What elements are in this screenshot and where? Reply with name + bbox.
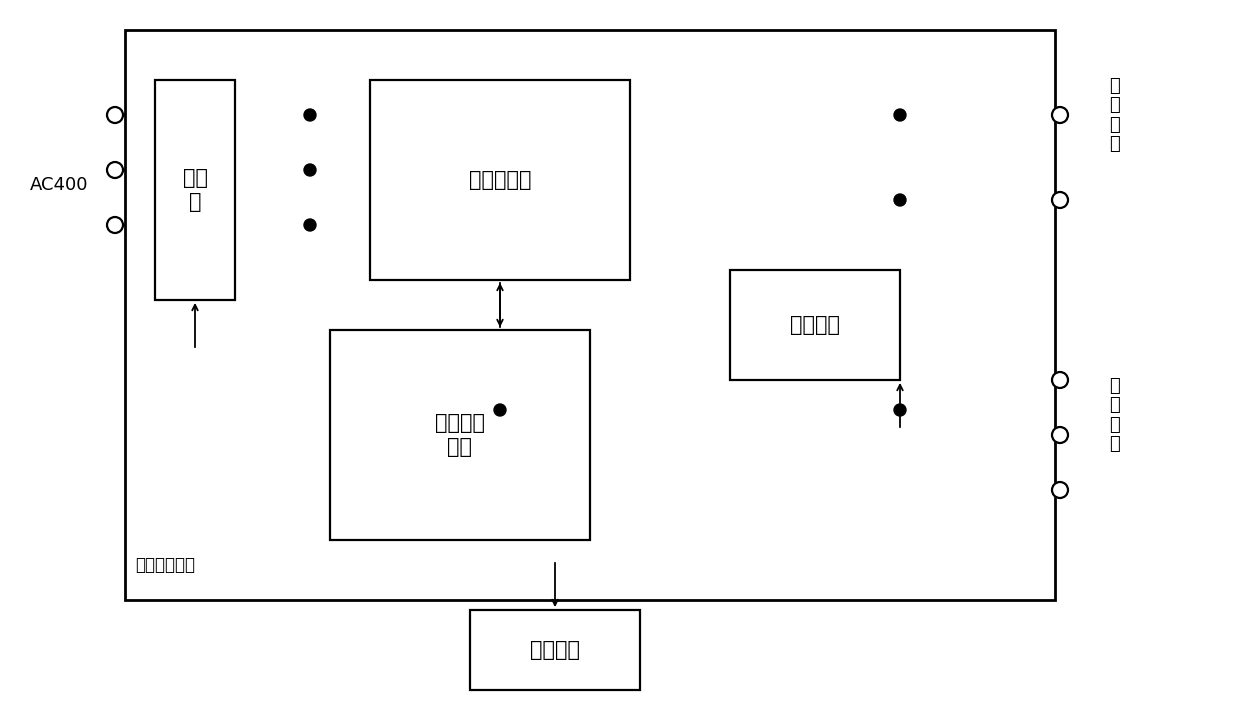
- Circle shape: [1052, 372, 1068, 388]
- Circle shape: [304, 219, 316, 231]
- Text: 辅助驱动装置: 辅助驱动装置: [135, 556, 195, 574]
- Bar: [730, 270, 900, 380]
- Text: 电
源
输
出: 电 源 输 出: [1110, 377, 1121, 453]
- Circle shape: [304, 164, 316, 176]
- Circle shape: [107, 217, 123, 233]
- Text: 交流调压
电源: 交流调压 电源: [435, 412, 485, 458]
- Text: 直
流
母
线: 直 流 母 线: [1110, 77, 1121, 153]
- Circle shape: [107, 162, 123, 178]
- Circle shape: [1052, 192, 1068, 208]
- Bar: [370, 80, 630, 280]
- Text: 接触
器: 接触 器: [182, 168, 207, 212]
- Circle shape: [1052, 107, 1068, 123]
- Circle shape: [1052, 482, 1068, 498]
- Text: AC400: AC400: [30, 176, 88, 194]
- Circle shape: [107, 107, 123, 123]
- Circle shape: [494, 404, 506, 416]
- Text: 控制模块: 控制模块: [529, 640, 580, 660]
- Circle shape: [894, 194, 906, 206]
- Circle shape: [894, 404, 906, 416]
- Bar: [125, 30, 1055, 600]
- Text: 双向逆变器: 双向逆变器: [469, 170, 531, 190]
- Bar: [155, 80, 236, 300]
- Circle shape: [894, 109, 906, 121]
- Bar: [330, 330, 590, 540]
- Bar: [470, 610, 640, 690]
- Text: 储能电源: 储能电源: [790, 315, 839, 335]
- Circle shape: [1052, 427, 1068, 443]
- Circle shape: [304, 109, 316, 121]
